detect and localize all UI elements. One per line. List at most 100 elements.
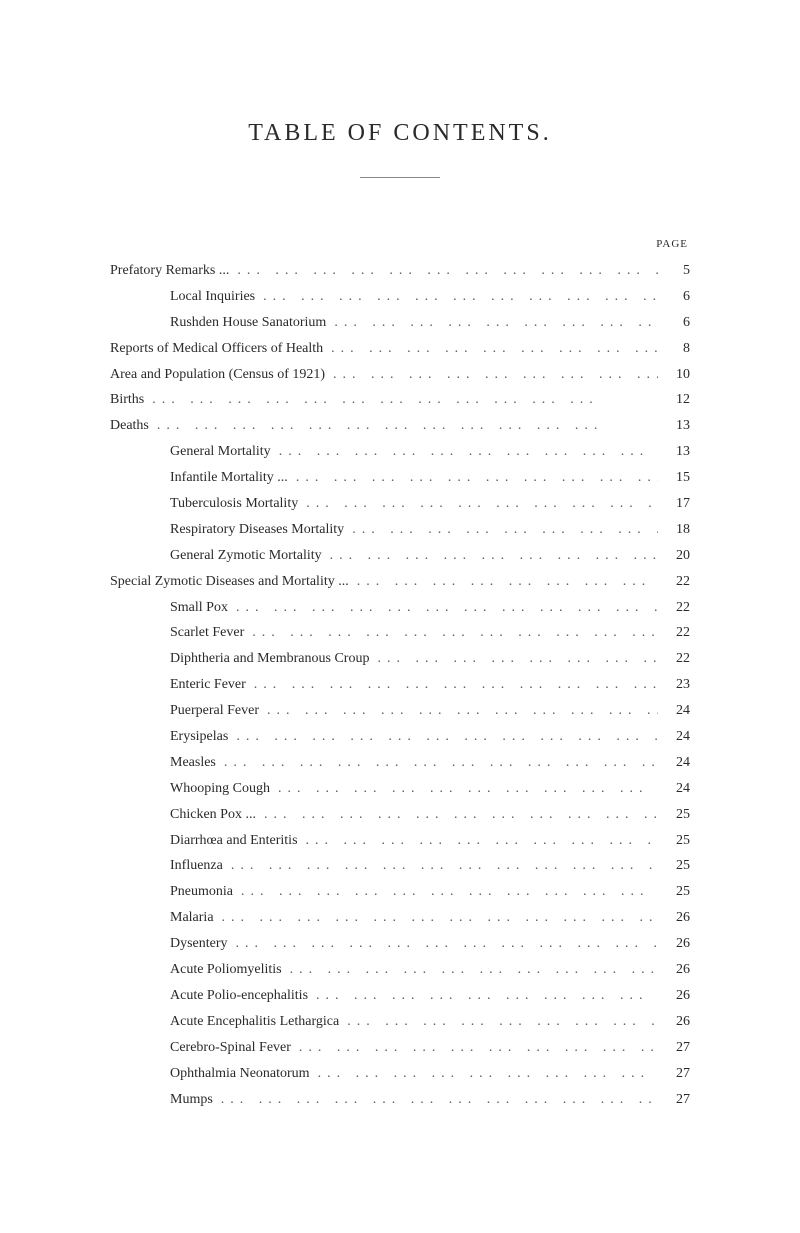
toc-entry: Erysipelas... ... ... ... ... ... ... ..… [110, 724, 690, 750]
toc-entry: Deaths... ... ... ... ... ... ... ... ..… [110, 413, 690, 439]
toc-dots: ... ... ... ... ... ... ... ... ... ... … [152, 387, 658, 413]
toc-entry-label: Acute Poliomyelitis [170, 957, 282, 983]
toc-entry-page: 25 [666, 802, 690, 828]
toc-entry: Mumps ... ... ... ... ... ... ... ... ...… [110, 1087, 690, 1113]
toc-entry-page: 26 [666, 1009, 690, 1035]
toc-entry-label: Births [110, 387, 144, 413]
toc-dots: ... ... ... ... ... ... ... ... ... ... … [352, 517, 658, 543]
toc-entry-label: Area and Population (Census of 1921) [110, 362, 325, 388]
toc-entry-page: 24 [666, 724, 690, 750]
toc-entry: Scarlet Fever ... ... ... ... ... ... ...… [110, 620, 690, 646]
toc-entry: Puerperal Fever... ... ... ... ... ... .… [110, 698, 690, 724]
toc-entry-label: Mumps [170, 1087, 213, 1113]
toc-entry: Diphtheria and Membranous Croup... ... .… [110, 646, 690, 672]
toc-entry-page: 27 [666, 1087, 690, 1113]
toc-entry-page: 26 [666, 983, 690, 1009]
toc-dots: ... ... ... ... ... ... ... ... ... ... … [377, 646, 658, 672]
toc-entry-page: 27 [666, 1035, 690, 1061]
toc-dots: ... ... ... ... ... ... ... ... ... ... … [279, 439, 658, 465]
toc-entry: Enteric Fever... ... ... ... ... ... ...… [110, 672, 690, 698]
toc-entry-label: Whooping Cough [170, 776, 270, 802]
toc-entry-label: Acute Polio-encephalitis [170, 983, 308, 1009]
page-title: TABLE OF CONTENTS. [110, 120, 690, 147]
toc-entry-label: Acute Encephalitis Lethargica [170, 1009, 339, 1035]
toc-entry-page: 25 [666, 828, 690, 854]
toc-dots: ... ... ... ... ... ... ... ... ... ... … [330, 543, 658, 569]
toc-entry: Small Pox... ... ... ... ... ... ... ...… [110, 595, 690, 621]
toc-dots: ... ... ... ... ... ... ... ... ... ... … [333, 362, 658, 388]
toc-entry: Respiratory Diseases Mortality ... ... ..… [110, 517, 690, 543]
toc-entry: Measles ... ... ... ... ... ... ... ... .… [110, 750, 690, 776]
toc-entry: Acute Polio-encephalitis... ... ... ... … [110, 983, 690, 1009]
toc-entry-page: 12 [666, 387, 690, 413]
toc-entry-page: 22 [666, 569, 690, 595]
toc-dots: ... ... ... ... ... ... ... ... ... ... … [334, 310, 658, 336]
toc-dots: ... ... ... ... ... ... ... ... ... ... … [224, 750, 658, 776]
toc-entry-label: General Mortality [170, 439, 271, 465]
toc-dots: ... ... ... ... ... ... ... ... ... ... … [221, 1087, 658, 1113]
toc-entry: Infantile Mortality ... ... ... ... ... .… [110, 465, 690, 491]
toc-entry: Cerebro-Spinal Fever ... ... ... ... ... … [110, 1035, 690, 1061]
toc-dots: ... ... ... ... ... ... ... ... ... ... … [264, 802, 658, 828]
toc-entry-label: Tuberculosis Mortality [170, 491, 298, 517]
toc-entry: Special Zymotic Diseases and Mortality .… [110, 569, 690, 595]
toc-entry: Ophthalmia Neonatorum... ... ... ... ...… [110, 1061, 690, 1087]
toc-entry-label: Cerebro-Spinal Fever [170, 1035, 291, 1061]
toc-entry-page: 15 [666, 465, 690, 491]
toc-entry-label: Scarlet Fever [170, 620, 244, 646]
toc-entry-page: 10 [666, 362, 690, 388]
toc-entry: Dysentery ... ... ... ... ... ... ... ...… [110, 931, 690, 957]
toc-entry: Rushden House Sanatorium... ... ... ... … [110, 310, 690, 336]
toc-entry-label: Prefatory Remarks ... [110, 258, 229, 284]
toc-dots: ... ... ... ... ... ... ... ... ... ... … [263, 284, 658, 310]
toc-dots: ... ... ... ... ... ... ... ... ... ... … [347, 1009, 658, 1035]
toc-entry-label: Enteric Fever [170, 672, 246, 698]
toc-dots: ... ... ... ... ... ... ... ... ... ... … [236, 724, 658, 750]
toc-dots: ... ... ... ... ... ... ... ... ... ... … [296, 465, 658, 491]
toc-entry: Acute Poliomyelitis... ... ... ... ... .… [110, 957, 690, 983]
toc-dots: ... ... ... ... ... ... ... ... ... ... … [278, 776, 658, 802]
title-divider [360, 177, 440, 178]
toc-entry-page: 6 [666, 310, 690, 336]
toc-entry-label: Deaths [110, 413, 149, 439]
toc-list: Prefatory Remarks ... ... ... ... ... ...… [110, 258, 690, 1112]
toc-dots: ... ... ... ... ... ... ... ... ... ... … [231, 853, 658, 879]
toc-dots: ... ... ... ... ... ... ... ... ... ... … [237, 258, 658, 284]
toc-entry-label: Small Pox [170, 595, 228, 621]
toc-entry-label: Respiratory Diseases Mortality [170, 517, 344, 543]
toc-entry-label: Chicken Pox ... [170, 802, 256, 828]
toc-entry: Prefatory Remarks ... ... ... ... ... ...… [110, 258, 690, 284]
toc-entry-label: General Zymotic Mortality [170, 543, 322, 569]
toc-dots: ... ... ... ... ... ... ... ... ... ... … [236, 931, 658, 957]
toc-entry-label: Special Zymotic Diseases and Mortality .… [110, 569, 349, 595]
toc-dots: ... ... ... ... ... ... ... ... ... ... … [252, 620, 658, 646]
toc-entry: Chicken Pox ... ... ... ... ... ... ... .… [110, 802, 690, 828]
toc-entry-page: 5 [666, 258, 690, 284]
toc-dots: ... ... ... ... ... ... ... ... ... ... … [318, 1061, 658, 1087]
toc-entry-page: 13 [666, 439, 690, 465]
toc-entry-page: 24 [666, 698, 690, 724]
toc-entry-page: 22 [666, 595, 690, 621]
toc-entry: General Mortality ... ... ... ... ... ...… [110, 439, 690, 465]
toc-entry-page: 13 [666, 413, 690, 439]
toc-dots: ... ... ... ... ... ... ... ... ... ... … [241, 879, 658, 905]
toc-entry-label: Infantile Mortality ... [170, 465, 288, 491]
toc-entry-page: 25 [666, 879, 690, 905]
toc-entry-label: Dysentery [170, 931, 228, 957]
toc-dots: ... ... ... ... ... ... ... ... ... ... … [299, 1035, 658, 1061]
toc-entry: General Zymotic Mortality ... ... ... ...… [110, 543, 690, 569]
toc-entry-page: 25 [666, 853, 690, 879]
toc-dots: ... ... ... ... ... ... ... ... ... ... … [222, 905, 658, 931]
toc-entry-label: Reports of Medical Officers of Health [110, 336, 323, 362]
toc-entry-page: 26 [666, 931, 690, 957]
toc-entry-label: Influenza [170, 853, 223, 879]
toc-entry: Births ... ... ... ... ... ... ... ... ..… [110, 387, 690, 413]
toc-dots: ... ... ... ... ... ... ... ... ... ... … [306, 491, 658, 517]
toc-entry-page: 24 [666, 776, 690, 802]
toc-entry: Malaria... ... ... ... ... ... ... ... .… [110, 905, 690, 931]
toc-entry-page: 26 [666, 957, 690, 983]
toc-entry-page: 8 [666, 336, 690, 362]
toc-entry-label: Measles [170, 750, 216, 776]
toc-entry: Whooping Cough ... ... ... ... ... ... ..… [110, 776, 690, 802]
toc-entry-page: 20 [666, 543, 690, 569]
